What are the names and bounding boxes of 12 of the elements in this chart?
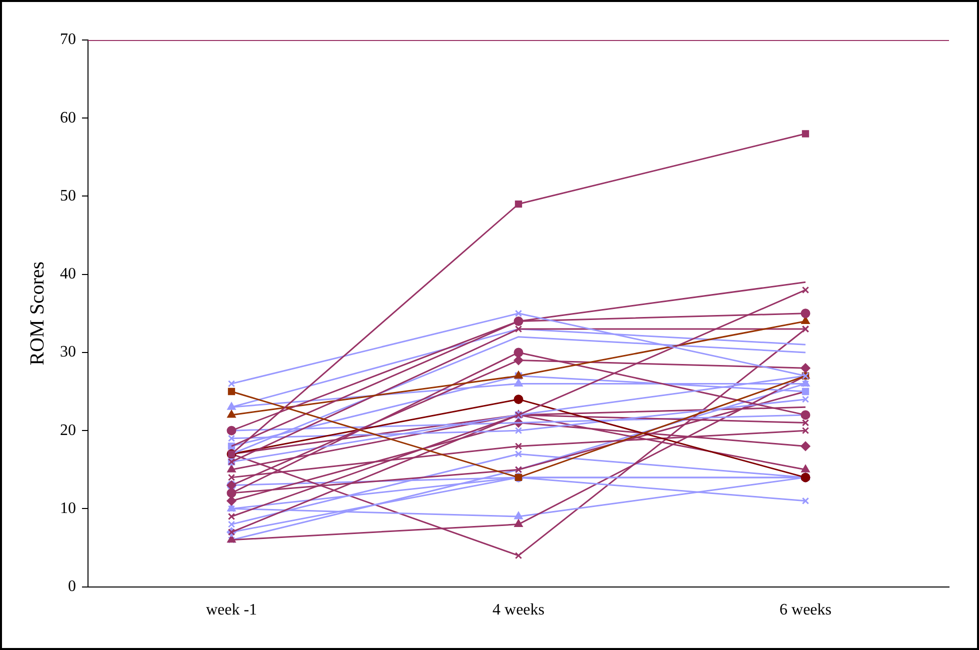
x-tick-label: 4 weeks: [492, 602, 544, 619]
y-tick-label: 0: [68, 578, 76, 596]
y-tick-label: 70: [60, 31, 76, 48]
y-tick-label: 50: [60, 187, 76, 204]
x-tick-label: week -1: [206, 602, 258, 619]
x-tick-label: 6 weeks: [780, 602, 832, 619]
y-tick-label: 30: [60, 344, 76, 361]
y-tick-label: 40: [60, 266, 76, 283]
y-tick-label: 20: [60, 422, 76, 439]
y-tick-label: 60: [60, 109, 76, 126]
y-tick-label: 10: [60, 500, 76, 517]
y-axis-title: ROM Scores: [26, 261, 48, 366]
